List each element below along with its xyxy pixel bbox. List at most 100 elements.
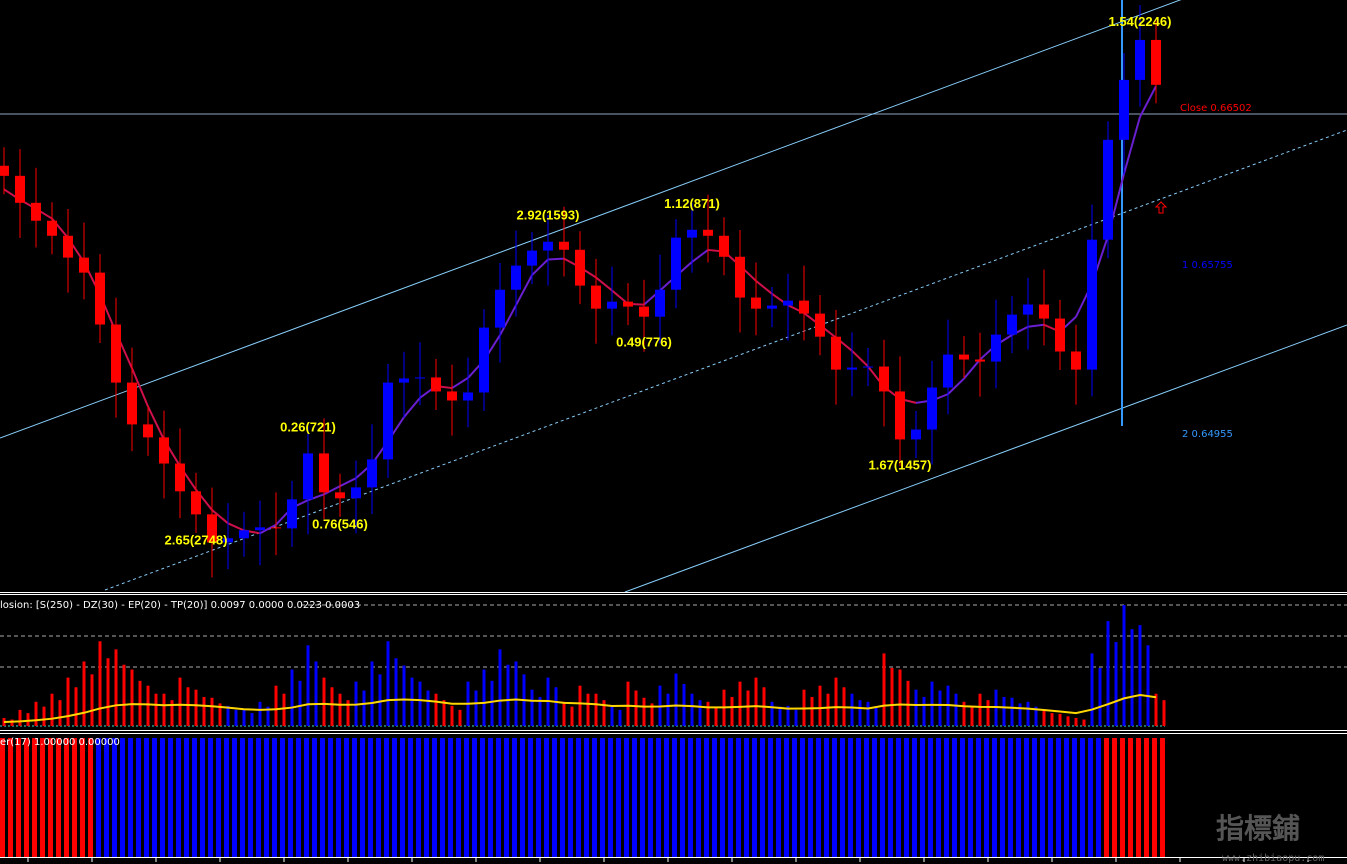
candle (991, 299, 1001, 389)
state-bar (856, 738, 861, 857)
candle (735, 230, 745, 333)
price-pane[interactable]: 2.65(2748) 0.26(721) 0.76(546) 2.92(1593) 0.… (0, 0, 1347, 593)
histogram-bar (562, 701, 566, 726)
state-bar (344, 738, 349, 857)
histogram-bar (874, 706, 878, 726)
state-bar (736, 738, 741, 857)
candle (479, 309, 489, 412)
state-bar (408, 738, 413, 857)
state-bar (1120, 738, 1125, 857)
state-bar (384, 738, 389, 857)
state-bar (1144, 738, 1149, 857)
state-bar (976, 738, 981, 857)
state-bar (928, 738, 933, 857)
histogram-bar (530, 689, 534, 726)
pane-separator[interactable] (0, 592, 1347, 593)
histogram-bar (554, 687, 558, 726)
candle-body (863, 366, 873, 368)
candle-body (111, 324, 121, 383)
moving-average-segment (531, 258, 549, 276)
state-bar (8, 738, 13, 857)
candle-body (1119, 79, 1129, 140)
histogram-bar (770, 701, 774, 726)
candle (879, 339, 889, 427)
candle (831, 309, 841, 405)
state-bar (576, 738, 581, 857)
candle (1103, 121, 1113, 259)
histogram-bar (514, 661, 518, 726)
state-bar (296, 738, 301, 857)
candle (1071, 324, 1081, 405)
state-bar (312, 738, 317, 857)
time-axis-ticks (27, 857, 1309, 862)
candle-body (159, 437, 169, 464)
histogram-bar (482, 669, 486, 726)
state-bar (24, 738, 29, 857)
state-bar (648, 738, 653, 857)
state-bar (48, 738, 53, 857)
candle-body (191, 491, 201, 515)
candle-body (607, 301, 617, 309)
histogram-bar (330, 687, 334, 726)
swing-label: 0.76(546) (312, 516, 368, 531)
candle-body (735, 256, 745, 298)
state-bar (256, 738, 261, 857)
moving-average-segment (211, 509, 229, 525)
state-bar (480, 738, 485, 857)
histogram-bar (394, 658, 398, 726)
histogram-bar (122, 664, 126, 726)
state-bar (984, 738, 989, 857)
candle (623, 283, 633, 326)
state-bar (848, 738, 853, 857)
histogram-bar (114, 649, 118, 726)
candle-body (31, 202, 41, 221)
histogram-bar (738, 681, 742, 726)
histogram-bar (850, 693, 854, 726)
histogram-bar (1042, 709, 1046, 726)
state-bar (328, 738, 333, 857)
state-bar (712, 738, 717, 857)
state-bar (464, 738, 469, 857)
state-bar (760, 738, 765, 857)
state-bar (272, 738, 277, 857)
state-bar (720, 738, 725, 857)
swing-label: 0.49(776) (616, 335, 672, 350)
candle-body (367, 459, 377, 488)
candle-body (911, 429, 921, 440)
histogram-bar (106, 658, 110, 726)
histogram-bar (386, 641, 390, 726)
state-bar (792, 738, 797, 857)
candle-body (0, 165, 9, 176)
candle (911, 411, 921, 458)
histogram-bar (74, 687, 78, 726)
histogram-bar (90, 674, 94, 726)
state-bar (1016, 738, 1021, 857)
close-price-label: Close 0.66502 (1180, 103, 1252, 114)
candle (575, 231, 585, 305)
histogram-bar (898, 669, 902, 726)
signal-line (3, 693, 1157, 723)
state-bar (488, 738, 493, 857)
swing-label: 1.54(2246) (1109, 14, 1172, 29)
state-bar (1136, 738, 1141, 857)
candle-body (639, 306, 649, 317)
candle-body (223, 538, 233, 543)
candle-body (751, 297, 761, 309)
pane-separator[interactable] (0, 730, 1347, 731)
state-bar (112, 738, 117, 857)
state-bar (1056, 738, 1061, 857)
state-bar (1104, 738, 1109, 857)
state-bar (960, 738, 965, 857)
histogram-bar (402, 665, 406, 726)
histogram-bar (618, 709, 622, 726)
histogram-bar (1074, 717, 1078, 726)
state-bar (832, 738, 837, 857)
state-bar (168, 738, 173, 857)
state-bar (32, 738, 37, 857)
candle-body (175, 463, 185, 492)
histogram-bar (626, 681, 630, 726)
candle (527, 232, 537, 285)
indicator2-label: er(17) 1.00000 0.00000 (0, 737, 120, 748)
histogram-bar (586, 693, 590, 726)
